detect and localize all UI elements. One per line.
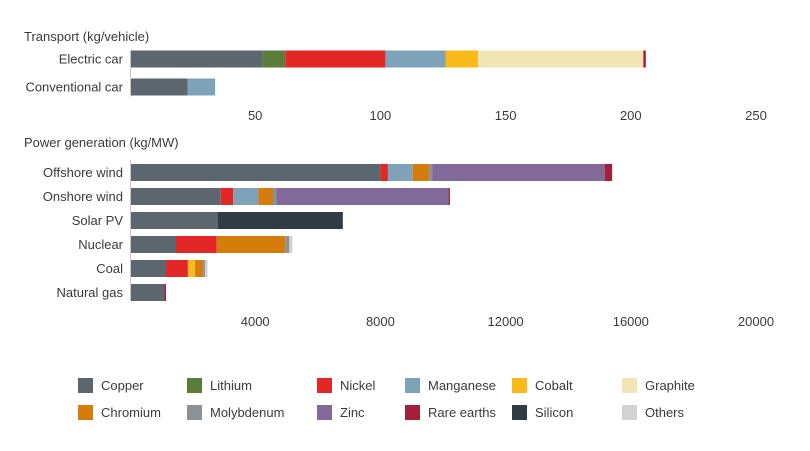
bar-segment-offshore-wind-chromium (412, 164, 430, 181)
bar-segment-offshore-wind-zinc (432, 164, 605, 181)
bar-segment-electric-car-copper (130, 50, 263, 68)
x-tick-label: 150 (495, 108, 517, 123)
bar-segment-nuclear-molybdenum (285, 236, 290, 253)
legend-swatch-others (622, 405, 637, 420)
bar-segment-onshore-wind-molybdenum (273, 188, 277, 205)
bar-segment-nuclear-nickel (176, 236, 217, 253)
legend-swatch-silicon (512, 405, 527, 420)
bar-segment-nuclear-chromium (216, 236, 286, 253)
bar-segment-conventional-car-copper (130, 78, 188, 96)
legend-swatch-zinc (317, 405, 332, 420)
bar-segment-onshore-wind-rare-earths (448, 188, 450, 205)
bar-segment-onshore-wind-nickel (220, 188, 234, 205)
bar-segment-coal-nickel (165, 260, 188, 277)
legend-label-zinc: Zinc (340, 405, 365, 420)
x-tick-label: 100 (370, 108, 392, 123)
bar-segment-coal-cobalt (187, 260, 196, 277)
bar-segment-onshore-wind-zinc (276, 188, 449, 205)
bar-segment-conventional-car-manganese (187, 78, 216, 96)
bar-segment-electric-car-nickel (285, 50, 386, 68)
bar-segment-electric-car-cobalt (445, 50, 479, 68)
x-tick-label: 200 (620, 108, 642, 123)
bar-segment-coal-chromium (195, 260, 204, 277)
legend-label-manganese: Manganese (428, 378, 496, 393)
legend-label-lithium: Lithium (210, 378, 252, 393)
power-section-title: Power generation (kg/MW) (24, 135, 179, 150)
bar-segment-electric-car-lithium (262, 50, 286, 68)
category-label-offshore-wind: Offshore wind (43, 165, 123, 180)
legend-swatch-chromium (78, 405, 93, 420)
category-label-onshore-wind: Onshore wind (43, 189, 123, 204)
power-x-axis: 4000 8000 12000 16000 20000 (130, 160, 774, 329)
transport-bars: Electric car Conventional car (25, 50, 646, 96)
legend-label-rare-earths: Rare earths (428, 405, 496, 420)
bar-segment-onshore-wind-chromium (258, 188, 274, 205)
bar-segment-nuclear-copper (130, 236, 177, 253)
x-tick-label: 8000 (366, 314, 395, 329)
bar-segment-electric-car-graphite (478, 50, 644, 68)
x-tick-label: 50 (248, 108, 262, 123)
legend-swatch-manganese (405, 378, 420, 393)
bar-segment-coal-others (205, 260, 208, 277)
bar-segment-electric-car-manganese (385, 50, 446, 68)
legend-label-silicon: Silicon (535, 405, 573, 420)
legend-swatch-rare-earths (405, 405, 420, 420)
category-label-electric-car: Electric car (59, 52, 124, 67)
transport-section-title: Transport (kg/vehicle) (24, 29, 149, 44)
category-label-conventional-car: Conventional car (25, 80, 123, 95)
bar-segment-solar-pv-silicon (217, 212, 343, 229)
legend-swatch-lithium (187, 378, 202, 393)
bar-segment-nuclear-others (289, 236, 293, 253)
x-tick-label: 16000 (613, 314, 649, 329)
bar-segment-onshore-wind-manganese (233, 188, 259, 205)
x-tick-label: 20000 (738, 314, 774, 329)
bar-segment-electric-car-rare-earths (643, 50, 646, 68)
category-label-coal: Coal (96, 261, 123, 276)
bar-segment-onshore-wind-copper (130, 188, 221, 205)
bar-segment-offshore-wind-copper (130, 164, 381, 181)
legend-label-copper: Copper (101, 378, 144, 393)
bar-segment-coal-molybdenum (203, 260, 206, 277)
category-label-natural-gas: Natural gas (57, 285, 124, 300)
bar-segment-offshore-wind-nickel (380, 164, 388, 181)
bar-segment-offshore-wind-molybdenum (429, 164, 433, 181)
legend-swatch-cobalt (512, 378, 527, 393)
power-bars: Offshore wind Onshore wind Solar PV Nuclear… (43, 164, 613, 301)
x-tick-label: 4000 (241, 314, 270, 329)
legend-label-chromium: Chromium (101, 405, 161, 420)
bar-segment-coal-copper (130, 260, 166, 277)
legend-swatch-copper (78, 378, 93, 393)
legend-swatch-molybdenum (187, 405, 202, 420)
legend-label-graphite: Graphite (645, 378, 695, 393)
x-tick-label: 250 (745, 108, 767, 123)
legend-swatch-nickel (317, 378, 332, 393)
category-label-nuclear: Nuclear (78, 237, 123, 252)
legend-label-cobalt: Cobalt (535, 378, 573, 393)
x-tick-label: 12000 (488, 314, 524, 329)
legend-label-nickel: Nickel (340, 378, 376, 393)
transport-x-axis: 50 100 150 200 250 (130, 50, 767, 123)
legend-label-molybdenum: Molybdenum (210, 405, 284, 420)
bar-segment-natural-gas-rare-earths (164, 284, 166, 301)
legend-swatch-graphite (622, 378, 637, 393)
category-label-solar-pv: Solar PV (72, 213, 124, 228)
bar-segment-offshore-wind-rare-earths (604, 164, 613, 181)
legend: Copper Lithium Nickel Manganese Cobalt Graphi… (78, 378, 695, 420)
bar-segment-solar-pv-copper (130, 212, 218, 229)
bar-segment-offshore-wind-manganese (387, 164, 413, 181)
bar-segment-natural-gas-copper (130, 284, 165, 301)
legend-label-others: Others (645, 405, 685, 420)
